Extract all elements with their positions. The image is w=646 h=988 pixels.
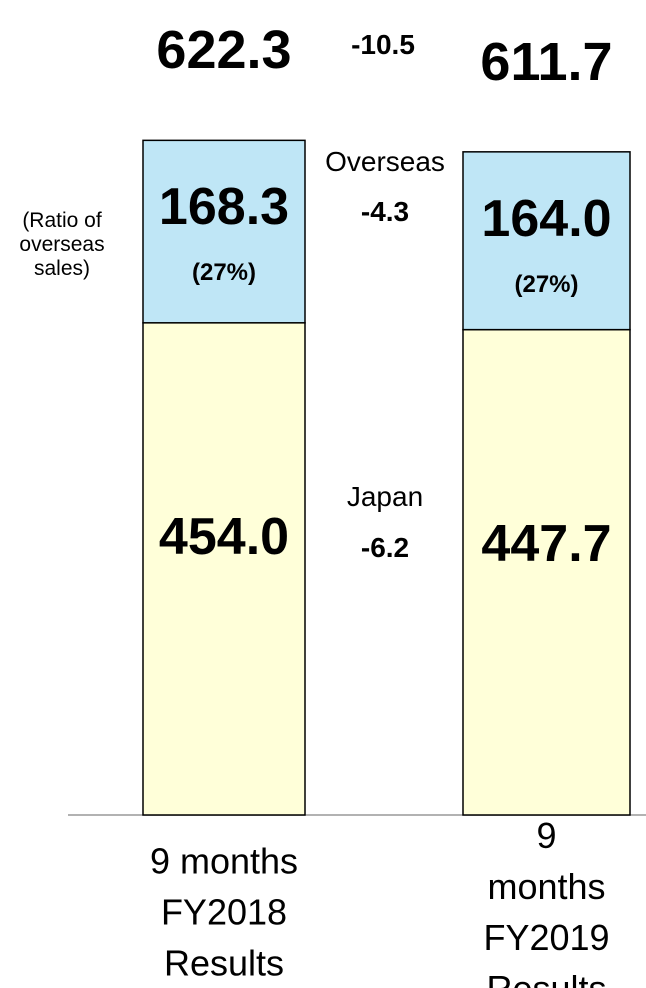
x-tick-label: 9 months FY2019 Results [483, 814, 610, 988]
legend-label: Overseas [325, 145, 445, 177]
change-label: -10.5 [351, 28, 415, 60]
bar-segment [142, 139, 306, 324]
legend-label: Japan [346, 480, 424, 512]
change-label: -6.2 [360, 531, 410, 563]
bar-segment [142, 322, 306, 816]
value-label: 454.0 [158, 507, 290, 566]
x-tick-label: 9 months FY2018 Results [149, 840, 299, 984]
value-label: 164.0 [481, 189, 612, 248]
total-label: 611.7 [480, 31, 613, 92]
ratio-label: (27%) [191, 259, 257, 287]
ratio-label: (27%) [514, 271, 579, 299]
value-label: 168.3 [158, 178, 290, 237]
total-label: 622.3 [156, 20, 292, 81]
change-label: -4.3 [360, 195, 410, 227]
bar-segment [462, 151, 631, 331]
bar-segment [462, 328, 631, 816]
note: (Ratio of overseas sales) [19, 208, 105, 281]
value-label: 447.7 [481, 514, 612, 573]
